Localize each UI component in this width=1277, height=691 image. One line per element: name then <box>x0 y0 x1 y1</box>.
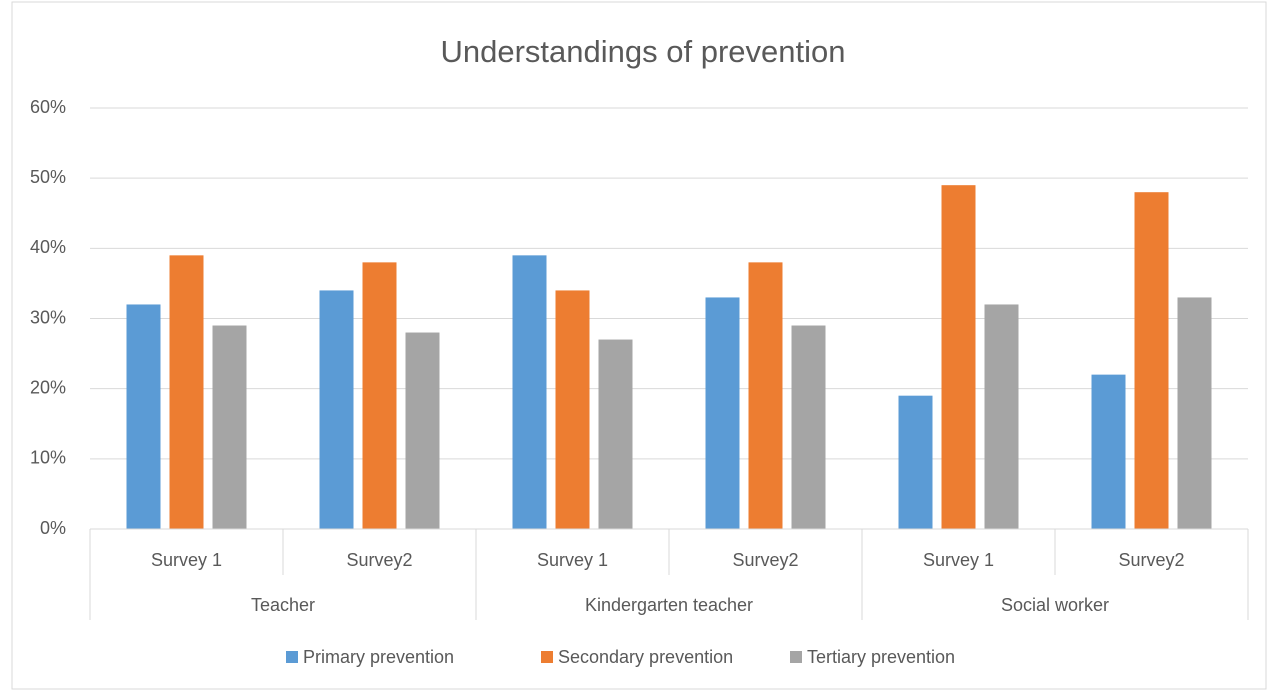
bar <box>1091 374 1126 529</box>
bar <box>126 304 161 529</box>
x-tick-label: Survey 1 <box>151 550 222 570</box>
legend-swatch <box>790 651 802 663</box>
legend-label: Primary prevention <box>303 647 454 667</box>
bar <box>705 297 740 529</box>
y-tick-label: 20% <box>30 377 66 397</box>
legend-swatch <box>286 651 298 663</box>
bar <box>1134 192 1169 529</box>
y-tick-label: 50% <box>30 167 66 187</box>
bar <box>555 290 590 529</box>
y-tick-label: 0% <box>40 518 66 538</box>
legend-label: Secondary prevention <box>558 647 733 667</box>
bar <box>212 325 247 529</box>
bar <box>1177 297 1212 529</box>
legend-label: Tertiary prevention <box>807 647 955 667</box>
bar <box>984 304 1019 529</box>
bar <box>169 255 204 529</box>
x-tick-label: Survey 1 <box>923 550 994 570</box>
bar <box>598 339 633 529</box>
bar <box>791 325 826 529</box>
group-label: Social worker <box>1001 595 1109 615</box>
x-tick-label: Survey2 <box>1118 550 1184 570</box>
y-tick-label: 40% <box>30 237 66 257</box>
x-tick-label: Survey 1 <box>537 550 608 570</box>
bar <box>941 185 976 529</box>
bar <box>362 262 397 529</box>
group-label: Teacher <box>251 595 315 615</box>
bar <box>898 395 933 529</box>
y-tick-label: 30% <box>30 307 66 327</box>
bar <box>748 262 783 529</box>
y-tick-label: 60% <box>30 97 66 117</box>
group-label: Kindergarten teacher <box>585 595 753 615</box>
legend-swatch <box>541 651 553 663</box>
bar <box>405 332 440 529</box>
bar <box>319 290 354 529</box>
x-tick-label: Survey2 <box>732 550 798 570</box>
bar <box>512 255 547 529</box>
y-tick-label: 10% <box>30 448 66 468</box>
x-tick-label: Survey2 <box>346 550 412 570</box>
chart-title: Understandings of prevention <box>441 34 846 69</box>
